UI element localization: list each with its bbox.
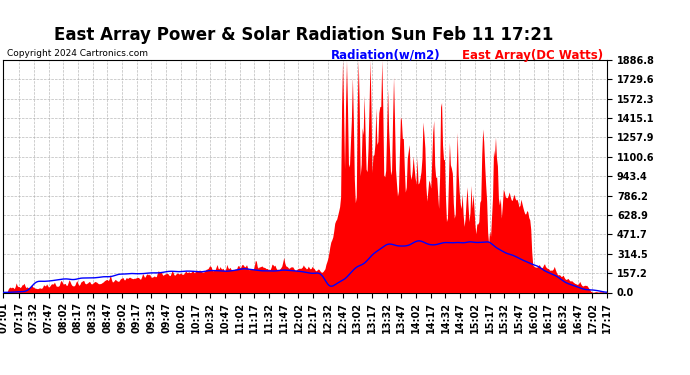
Text: Copyright 2024 Cartronics.com: Copyright 2024 Cartronics.com xyxy=(7,49,148,58)
Text: East Array Power & Solar Radiation Sun Feb 11 17:21: East Array Power & Solar Radiation Sun F… xyxy=(54,26,553,44)
Text: East Array(DC Watts): East Array(DC Watts) xyxy=(462,49,604,62)
Text: Radiation(w/m2): Radiation(w/m2) xyxy=(331,49,441,62)
